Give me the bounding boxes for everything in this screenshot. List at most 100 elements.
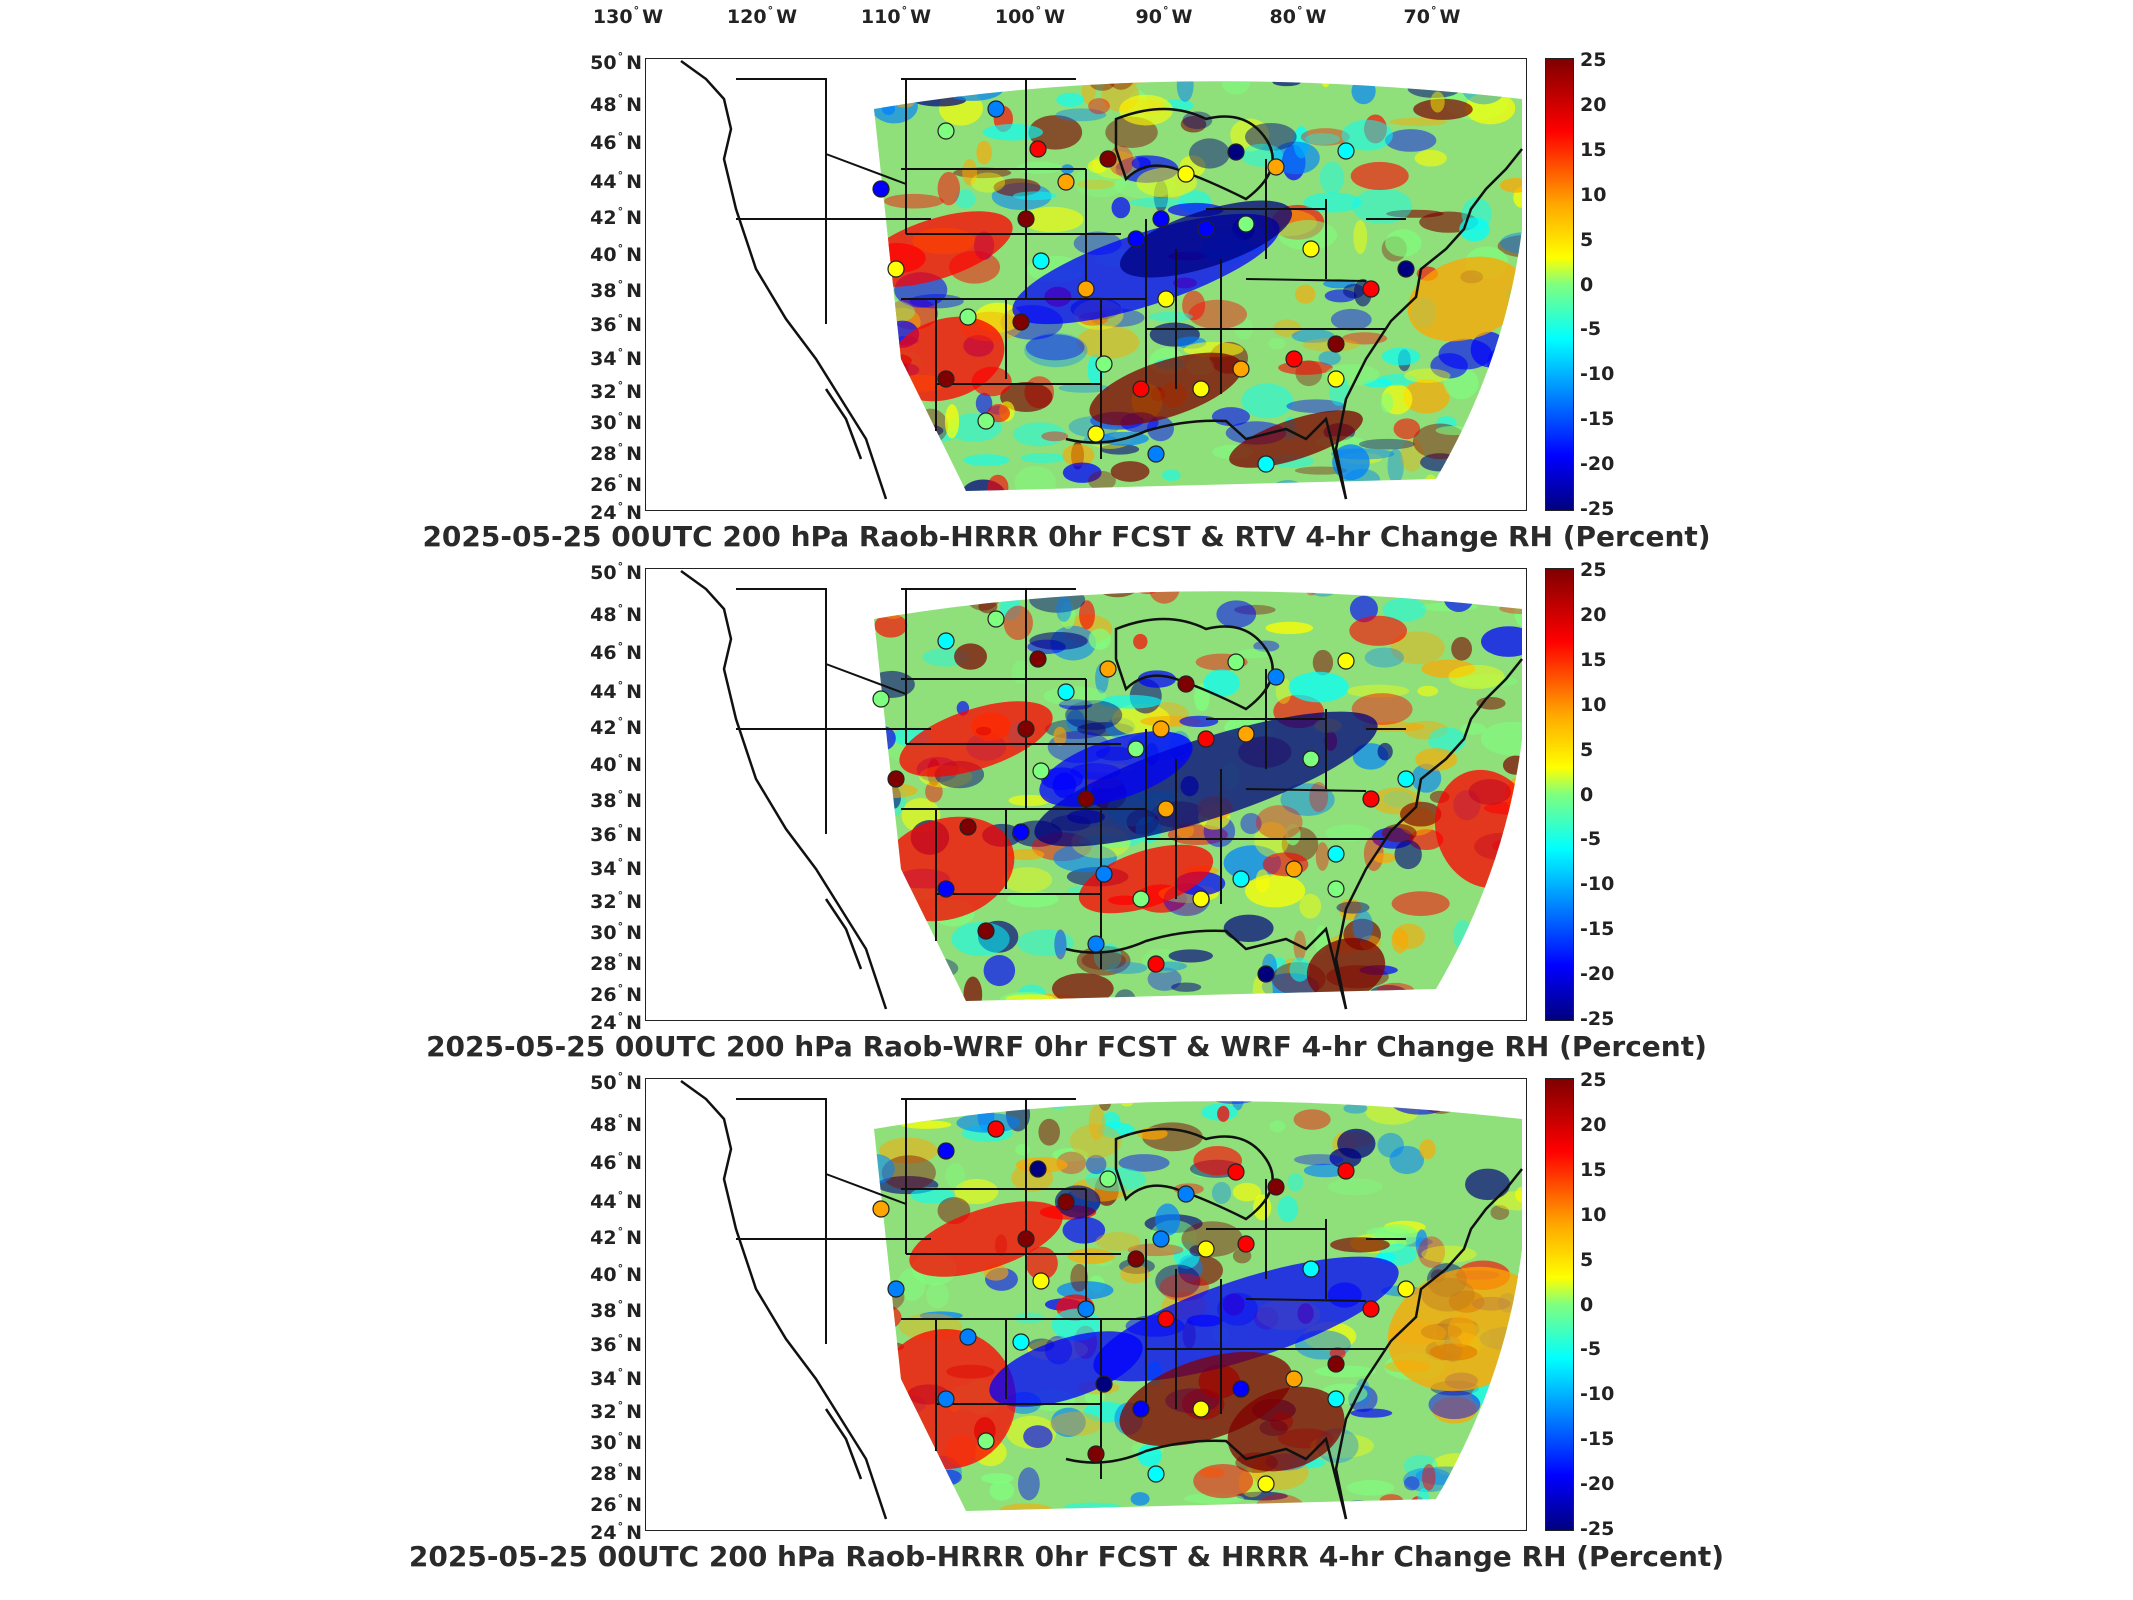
latitude-label: 34° N <box>590 856 642 880</box>
raob-station-marker <box>1327 335 1345 353</box>
raob-station-marker <box>1152 1230 1170 1248</box>
latitude-label: 34° N <box>590 346 642 370</box>
raob-station-marker <box>1057 683 1075 701</box>
map-plot <box>645 58 1527 511</box>
raob-station-marker <box>1327 370 1345 388</box>
raob-station-marker <box>1147 955 1165 973</box>
raob-station-marker <box>1157 800 1175 818</box>
raob-station-marker <box>1197 1240 1215 1258</box>
raob-station-marker <box>1302 1260 1320 1278</box>
raob-station-marker <box>1232 870 1250 888</box>
raob-station-marker <box>1362 1300 1380 1318</box>
raob-station-marker <box>1032 762 1050 780</box>
raob-station-marker <box>1327 1390 1345 1408</box>
colorbar-tick-label: 15 <box>1580 138 1607 161</box>
raob-station-marker <box>1237 1235 1255 1253</box>
latitude-label: 28° N <box>590 951 642 975</box>
raob-station-marker <box>1177 1185 1195 1203</box>
state-border <box>736 588 827 729</box>
latitude-label: 30° N <box>590 410 642 434</box>
latitude-axis: 50° N 48° N 46° N 44° N 42° N 40° N 38° N 36° N 34° N 32° N… <box>576 50 642 524</box>
raob-station-marker <box>977 412 995 430</box>
west-coastline <box>680 59 888 500</box>
raob-station-marker <box>1095 355 1113 373</box>
latitude-label: 38° N <box>590 1298 642 1322</box>
raob-station-marker <box>1077 1300 1095 1318</box>
gulf-coastline <box>824 1408 1348 1520</box>
raob-station-marker <box>1232 360 1250 378</box>
raob-station-marker <box>1087 425 1105 443</box>
map-plot <box>645 568 1527 1021</box>
raob-station-marker <box>959 1328 977 1346</box>
raob-station-marker <box>937 1142 955 1160</box>
colorbar-tick-label: -15 <box>1580 408 1615 431</box>
raob-station-marker <box>872 690 890 708</box>
colorbar-tick-label: -10 <box>1580 363 1615 386</box>
longitude-label: 130° W <box>592 4 664 28</box>
raob-station-marker <box>1127 740 1145 758</box>
raob-station-marker <box>1157 1310 1175 1328</box>
map-plot <box>645 1078 1527 1531</box>
latitude-label: 38° N <box>590 788 642 812</box>
raob-station-marker <box>987 610 1005 628</box>
latitude-label: 24° N <box>590 1520 642 1544</box>
latitude-label: 32° N <box>590 379 642 403</box>
map-panel-2: 50° N 48° N 46° N 44° N 42° N 40° N 38° N 36° N 34° N 32° N… <box>0 559 2133 1078</box>
raob-station-marker <box>1057 173 1075 191</box>
colorbar-tick-label: 10 <box>1580 183 1607 206</box>
state-border <box>825 1173 907 1205</box>
longitude-label: 90° W <box>1135 4 1193 28</box>
latitude-label: 30° N <box>590 920 642 944</box>
latitude-label: 26° N <box>590 982 642 1006</box>
raob-station-marker <box>1177 165 1195 183</box>
raob-station-marker <box>1157 290 1175 308</box>
longitude-label: 100° W <box>994 4 1066 28</box>
colorbar-tick-label: -20 <box>1580 963 1615 986</box>
latitude-label: 26° N <box>590 1492 642 1516</box>
raob-station-marker <box>1017 1230 1035 1248</box>
raob-station-marker <box>1152 210 1170 228</box>
raob-station-marker <box>1285 1370 1303 1388</box>
raob-station-marker <box>1267 668 1285 686</box>
raob-station-marker <box>1362 280 1380 298</box>
colorbar-tick-label: 25 <box>1580 559 1607 581</box>
raob-station-marker <box>1099 150 1117 168</box>
raob-station-marker <box>1017 720 1035 738</box>
latitude-label: 32° N <box>590 889 642 913</box>
raob-station-marker <box>1029 650 1047 668</box>
raob-station-marker <box>887 1280 905 1298</box>
colorbar-tick-label: -20 <box>1580 453 1615 476</box>
raob-station-marker <box>1029 1160 1047 1178</box>
state-border <box>736 78 827 219</box>
raob-station-marker <box>1012 1333 1030 1351</box>
raob-station-marker <box>1132 890 1150 908</box>
raob-station-marker <box>1337 142 1355 160</box>
raob-station-marker <box>987 1120 1005 1138</box>
latitude-label: 50° N <box>590 1070 642 1094</box>
raob-station-marker <box>1327 1355 1345 1373</box>
longitude-label: 80° W <box>1269 4 1327 28</box>
colorbar-tick-label: 15 <box>1580 648 1607 671</box>
latitude-label: 48° N <box>590 92 642 116</box>
raob-station-marker <box>1302 240 1320 258</box>
raob-station-marker <box>937 370 955 388</box>
colorbar-tick-label: 0 <box>1580 783 1594 806</box>
raob-station-marker <box>977 922 995 940</box>
latitude-label: 36° N <box>590 1332 642 1356</box>
raob-station-marker <box>1057 1193 1075 1211</box>
colorbar-tick-label: -20 <box>1580 1473 1615 1496</box>
latitude-axis: 50° N 48° N 46° N 44° N 42° N 40° N 38° N 36° N 34° N 32° N… <box>576 560 642 1034</box>
raob-station-marker <box>1227 143 1245 161</box>
raob-station-marker <box>1095 865 1113 883</box>
raob-station-marker <box>1032 252 1050 270</box>
raob-station-marker <box>1197 730 1215 748</box>
raob-station-marker <box>1257 965 1275 983</box>
raob-station-marker <box>1257 1475 1275 1493</box>
colorbar <box>1545 568 1574 1021</box>
raob-station-marker <box>1192 1400 1210 1418</box>
latitude-label: 34° N <box>590 1366 642 1390</box>
state-border <box>736 1098 827 1239</box>
latitude-label: 24° N <box>590 500 642 524</box>
raob-station-marker <box>1232 1380 1250 1398</box>
raob-station-marker <box>1012 313 1030 331</box>
